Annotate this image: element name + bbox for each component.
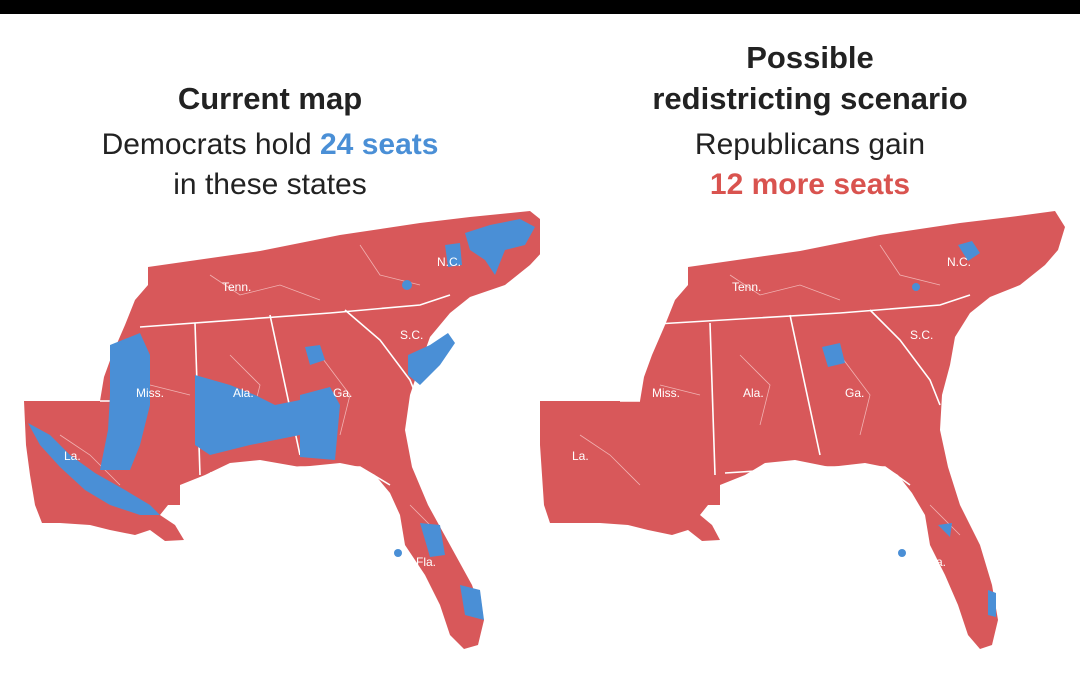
current-map-subtitle: Democrats hold 24 seats [0, 125, 540, 165]
southeast-states-fill [540, 211, 1065, 649]
label-la: La. [572, 449, 589, 463]
label-ala: Ala. [743, 386, 764, 400]
ala-dem-district [195, 375, 300, 455]
fla-dem-district [420, 523, 445, 557]
label-tenn: Tenn. [732, 280, 761, 294]
scenario-title-line2: redistricting scenario [652, 81, 968, 116]
fla-dem-district [938, 523, 952, 537]
southeast-states-shape [540, 211, 1065, 649]
label-nc: N.C. [947, 255, 971, 269]
subtitle-prefix: Democrats hold [101, 128, 320, 161]
current-map-subtitle-line2: in these states [173, 168, 367, 201]
label-fla: Fla. [416, 555, 436, 569]
label-tenn: Tenn. [222, 280, 251, 294]
label-nc: N.C. [437, 255, 461, 269]
nc-dem-district [465, 219, 535, 275]
ga-dem-district [822, 343, 845, 367]
state-borders [620, 294, 971, 486]
label-fla: Fla. [926, 555, 946, 569]
democrat-districts [822, 241, 996, 617]
label-sc: S.C. [400, 328, 423, 342]
label-la: La. [64, 449, 81, 463]
label-ala: Ala. [233, 386, 254, 400]
label-ga: Ga. [333, 386, 352, 400]
scenario-map-panel: Possible redistricting scenario Republic… [540, 0, 1080, 681]
nc-dem-district-2 [445, 243, 462, 267]
ga-dem-district [305, 345, 325, 365]
fla-dem-dot [898, 549, 906, 557]
sc-dem-district [408, 333, 455, 385]
district-borders [579, 244, 961, 536]
label-miss: Miss. [136, 386, 164, 400]
fla-dem-district-2 [460, 585, 484, 620]
current-district-map: Tenn. N.C. S.C. Miss. Ala. Ga. La. Fla. [24, 211, 540, 649]
fla-dem-district-2 [988, 590, 996, 617]
democrat-seat-count: 24 seats [320, 128, 439, 161]
fla-dem-dot [394, 549, 402, 557]
state-labels: Tenn. N.C. S.C. Miss. Ala. Ga. La. Fla. [64, 255, 461, 569]
current-map-title: Current map [177, 81, 363, 116]
top-bar [0, 0, 1080, 14]
miss-dem-district [100, 333, 150, 470]
nc-dem-dot [402, 280, 412, 290]
ga-dem-district-2 [300, 387, 340, 460]
state-labels: Tenn. N.C. S.C. Miss. Ala. Ga. La. Fla. [572, 255, 971, 569]
nc-dem-district [958, 241, 980, 261]
scenario-district-map: Tenn. N.C. S.C. Miss. Ala. Ga. La. Fla. [540, 211, 1065, 649]
scenario-title-line1: Possible [746, 40, 874, 75]
republican-seat-gain: 12 more seats [709, 168, 911, 201]
democrat-districts [28, 219, 535, 620]
label-sc: S.C. [910, 328, 933, 342]
la-dem-district [28, 423, 160, 515]
nc-dem-dot [912, 283, 920, 291]
label-ga: Ga. [845, 386, 864, 400]
current-map-panel: Current map Democrats hold 24 seats in t… [0, 81, 540, 649]
label-miss: Miss. [652, 386, 680, 400]
scenario-subtitle: Republicans gain [694, 128, 926, 161]
